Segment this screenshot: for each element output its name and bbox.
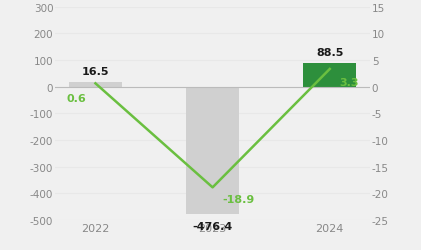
Bar	[69, 83, 122, 87]
Text: -18.9: -18.9	[222, 194, 254, 204]
Text: 0.6: 0.6	[67, 94, 86, 104]
Bar	[304, 64, 356, 87]
Text: 16.5: 16.5	[82, 67, 109, 77]
Text: 3.3: 3.3	[339, 78, 359, 88]
Text: 88.5: 88.5	[316, 48, 344, 58]
Bar	[186, 87, 239, 214]
Text: -476.4: -476.4	[192, 221, 233, 231]
